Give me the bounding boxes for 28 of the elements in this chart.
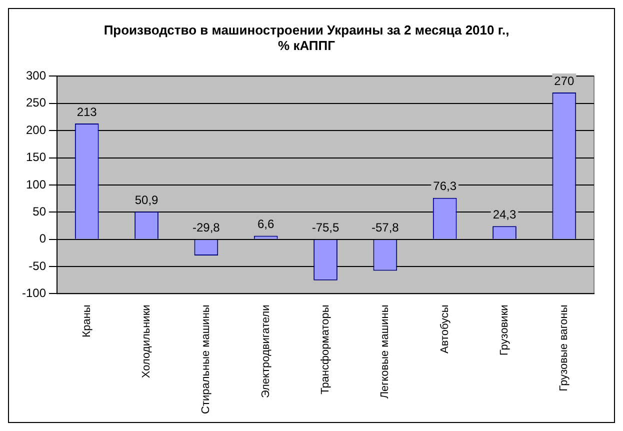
y-tick-label: -50 bbox=[28, 258, 46, 273]
data-label: 24,3 bbox=[492, 207, 517, 222]
x-tick-label: Стиральные машины bbox=[200, 304, 212, 414]
data-label: 76,3 bbox=[433, 179, 457, 194]
y-tick-label: 200 bbox=[26, 122, 46, 137]
data-label: 213 bbox=[76, 104, 98, 119]
y-tick-label: 150 bbox=[26, 150, 46, 164]
data-label: -29,8 bbox=[192, 220, 220, 235]
y-tick-label: 250 bbox=[26, 96, 46, 110]
y-tick-label: -100 bbox=[22, 286, 46, 300]
x-tick-label: Грузовики bbox=[498, 304, 511, 356]
x-tick-label: Автобусы bbox=[438, 304, 451, 354]
data-label: 50,9 bbox=[134, 192, 159, 207]
data-label: -75,5 bbox=[312, 220, 340, 235]
data-label: -57,8 bbox=[371, 220, 400, 235]
y-tick-label: 50 bbox=[32, 204, 46, 218]
y-tick-label: 0 bbox=[39, 232, 46, 246]
x-tick-label: Холодильники bbox=[140, 304, 153, 378]
x-tick-label: Трансформаторы bbox=[320, 304, 332, 394]
chart-title: Производство в машиностроении Украины за 2 месяца 2010 г., % кАППГ bbox=[104, 22, 510, 53]
data-label: 6,6 bbox=[258, 217, 275, 232]
x-tick-label: Легковые машины bbox=[379, 304, 392, 399]
x-tick-label: Грузовые вагоны bbox=[558, 304, 570, 392]
x-tick-label: Краны bbox=[80, 304, 93, 338]
data-label: 270 bbox=[554, 74, 574, 88]
y-tick-label: 300 bbox=[26, 68, 46, 83]
y-tick-label: 100 bbox=[26, 177, 46, 192]
x-tick-label: Электродвигатели bbox=[260, 304, 272, 398]
